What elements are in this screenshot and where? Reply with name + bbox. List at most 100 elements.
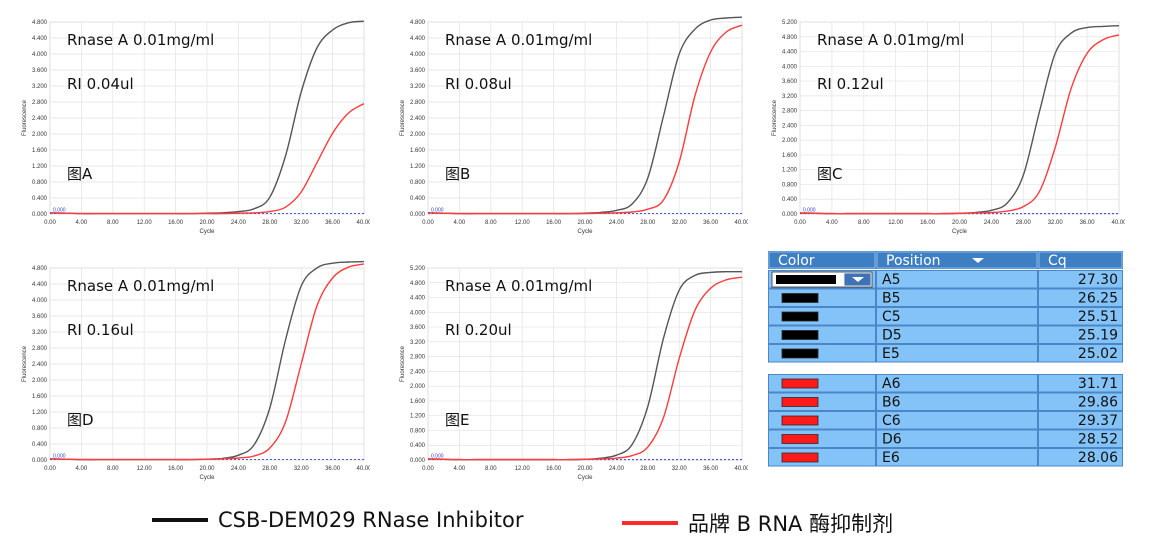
y-tick-label: 2.000 [410, 384, 426, 390]
y-tick-label: 4.400 [32, 36, 48, 42]
panel-label: 图E [445, 411, 469, 429]
x-tick-label: 0.00 [794, 220, 806, 226]
y-tick-label: 4.400 [410, 296, 426, 302]
y-tick-label: 4.000 [32, 52, 48, 58]
cq-value: 26.25 [1078, 291, 1118, 307]
x-tick-label: 8.00 [858, 220, 870, 226]
cq-value-cell [1039, 430, 1122, 447]
cq-value: 25.19 [1078, 328, 1118, 344]
y-tick-label: 3.600 [410, 68, 426, 74]
y-tick-label: 0.800 [782, 182, 798, 188]
chevron-down-icon [852, 277, 864, 282]
x-tick-label: 24.00 [609, 466, 625, 472]
cq-position: E5 [882, 346, 900, 362]
cq-value: 28.06 [1078, 450, 1118, 466]
y-tick-label: 4.400 [32, 282, 48, 288]
y-tick-label: 4.800 [782, 35, 798, 41]
y-tick-label: 4.800 [410, 281, 426, 287]
x-tick-label: 28.00 [1016, 220, 1032, 226]
x-tick-label: 36.00 [325, 220, 341, 226]
y-tick-label: 0.000 [32, 212, 48, 218]
y-tick-label: 4.000 [410, 310, 426, 316]
x-tick-label: 20.00 [577, 466, 593, 472]
x-tick-label: 16.00 [546, 220, 562, 226]
chart-panel-a: 0.00 4.00 8.00 12.00 16.00 20.00 24.00 28.00 32.… [22, 20, 370, 235]
y-axis-label: Fluorescence [400, 99, 406, 136]
annotation-ri: RI 0.16ul [67, 321, 134, 339]
x-tick-label: 0.00 [422, 466, 434, 472]
color-swatch [781, 452, 819, 463]
annotation-rnase: Rnase A 0.01mg/ml [445, 277, 592, 295]
panel-label: 图B [445, 165, 470, 183]
x-tick-label: 12.00 [515, 220, 531, 226]
y-tick-label: 2.800 [782, 109, 798, 115]
cq-position-cell [877, 412, 1037, 429]
y-tick-label: 0.400 [410, 443, 426, 449]
x-axis-label: Cycle [199, 475, 215, 481]
x-tick-label: 4.00 [76, 466, 88, 472]
y-tick-label: 0.400 [32, 442, 48, 448]
cq-position: A6 [882, 376, 901, 392]
y-tick-label: 1.600 [782, 153, 798, 159]
x-tick-label: 32.00 [1048, 220, 1064, 226]
cq-position-cell [877, 271, 1037, 288]
x-tick-label: 20.00 [952, 220, 968, 226]
x-tick-label: 24.00 [231, 466, 247, 472]
y-tick-label: 1.600 [410, 399, 426, 405]
legend-swatch-brand-b [622, 521, 678, 525]
x-tick-label: 40.00 [356, 466, 370, 472]
color-swatch [781, 434, 819, 444]
panel-label: 图A [67, 165, 93, 183]
cq-value-cell [1039, 326, 1122, 343]
x-tick-label: 4.00 [76, 220, 88, 226]
x-tick-label: 16.00 [168, 220, 184, 226]
y-tick-label: 3.600 [410, 325, 426, 331]
cq-position: E6 [882, 450, 900, 466]
x-tick-label: 36.00 [325, 466, 341, 472]
color-swatch [781, 330, 819, 340]
y-tick-label: 2.400 [32, 362, 48, 368]
y-tick-label: 3.600 [782, 79, 798, 85]
cq-position: D6 [882, 432, 902, 448]
y-tick-label: 3.200 [32, 84, 48, 90]
x-tick-label: 8.00 [107, 220, 119, 226]
panel-label: 图D [67, 411, 94, 429]
y-tick-label: 2.800 [32, 346, 48, 352]
y-tick-label: 2.800 [410, 100, 426, 106]
cq-position: B6 [882, 395, 901, 411]
x-tick-label: 36.00 [703, 466, 719, 472]
x-tick-label: 20.00 [577, 220, 593, 226]
cq-value-cell [1039, 271, 1122, 288]
x-tick-label: 8.00 [485, 466, 497, 472]
y-tick-label: 2.400 [410, 369, 426, 375]
x-tick-label: 12.00 [888, 220, 904, 226]
y-tick-label: 2.400 [32, 116, 48, 122]
y-tick-label: 1.600 [410, 148, 426, 154]
cq-position-cell [877, 375, 1037, 392]
cq-value-cell [1039, 345, 1122, 362]
x-tick-label: 32.00 [294, 466, 310, 472]
cq-position-cell [877, 345, 1037, 362]
y-tick-label: 2.800 [410, 355, 426, 361]
chart-panel-d: 0.00 4.00 8.00 12.00 16.00 20.00 24.00 28.00 32.… [22, 260, 370, 481]
y-tick-label: 4.800 [32, 266, 48, 272]
x-tick-label: 0.00 [422, 220, 434, 226]
threshold-label: 0.000 [431, 454, 444, 460]
color-swatch [781, 415, 819, 426]
cq-header-color: Color [778, 253, 815, 269]
series-line-brand-b [427, 24, 743, 215]
y-axis-label: Fluorescence [400, 345, 406, 382]
annotation-rnase: Rnase A 0.01mg/ml [817, 31, 964, 49]
annotation-rnase: Rnase A 0.01mg/ml [67, 277, 214, 295]
x-tick-label: 40.00 [734, 466, 748, 472]
cq-value: 31.71 [1078, 376, 1118, 392]
legend-label-csb: CSB-DEM029 RNase Inhibitor [218, 508, 524, 532]
cq-header-cq: Cq [1048, 253, 1067, 269]
y-tick-label: 1.600 [32, 148, 48, 154]
x-tick-label: 28.00 [640, 466, 656, 472]
annotation-ri: RI 0.12ul [817, 75, 884, 93]
y-axis-label: Fluorescence [772, 99, 778, 136]
y-tick-label: 2.000 [32, 378, 48, 384]
cq-value: 25.51 [1078, 309, 1118, 325]
cq-value-cell [1039, 289, 1122, 306]
